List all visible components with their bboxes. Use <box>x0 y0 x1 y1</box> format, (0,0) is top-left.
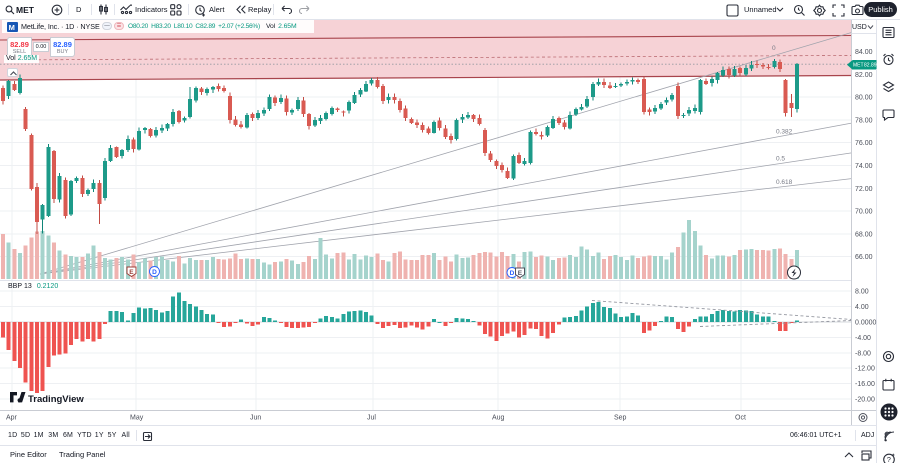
svg-text:TradingView: TradingView <box>28 394 84 405</box>
svg-text:MET: MET <box>853 63 864 69</box>
svg-text:-16.00: -16.00 <box>855 381 875 388</box>
svg-text:68.00: 68.00 <box>855 231 873 238</box>
svg-text:?: ? <box>887 455 891 463</box>
svg-text:84.00: 84.00 <box>855 49 873 56</box>
svg-text:0.382: 0.382 <box>776 129 793 136</box>
svg-text:82.89: 82.89 <box>864 63 877 69</box>
svg-text:-20.00: -20.00 <box>855 397 875 404</box>
svg-text:Apr: Apr <box>6 415 18 422</box>
svg-text:D: D <box>510 270 515 277</box>
svg-text:D: D <box>152 269 157 276</box>
svg-text:82.00: 82.00 <box>855 72 873 79</box>
svg-text:0: 0 <box>772 45 776 52</box>
svg-text:74.00: 74.00 <box>855 163 873 170</box>
svg-text:80.00: 80.00 <box>855 95 873 102</box>
svg-text:8.00: 8.00 <box>855 289 869 296</box>
svg-text:78.00: 78.00 <box>855 117 873 124</box>
svg-text:E: E <box>518 270 523 277</box>
svg-text:-8.00: -8.00 <box>855 350 871 357</box>
svg-text:-4.00: -4.00 <box>855 335 871 342</box>
svg-text:-12.00: -12.00 <box>855 366 875 373</box>
svg-text:Oct: Oct <box>735 415 746 422</box>
svg-text:4.00: 4.00 <box>855 304 869 311</box>
svg-text:USD: USD <box>852 24 867 31</box>
svg-text:Aug: Aug <box>492 415 505 422</box>
svg-text:66.00: 66.00 <box>855 254 873 261</box>
svg-text:Sep: Sep <box>614 415 627 422</box>
svg-text:72.00: 72.00 <box>855 186 873 193</box>
svg-text:Jun: Jun <box>250 415 261 422</box>
svg-text:0.5: 0.5 <box>776 156 785 163</box>
svg-text:76.00: 76.00 <box>855 140 873 147</box>
svg-text:0.618: 0.618 <box>776 179 793 186</box>
svg-text:May: May <box>130 415 144 422</box>
svg-text:70.00: 70.00 <box>855 209 873 216</box>
svg-text:Jul: Jul <box>367 415 376 422</box>
svg-text:0.0000: 0.0000 <box>855 320 877 327</box>
svg-text:E: E <box>129 269 134 276</box>
